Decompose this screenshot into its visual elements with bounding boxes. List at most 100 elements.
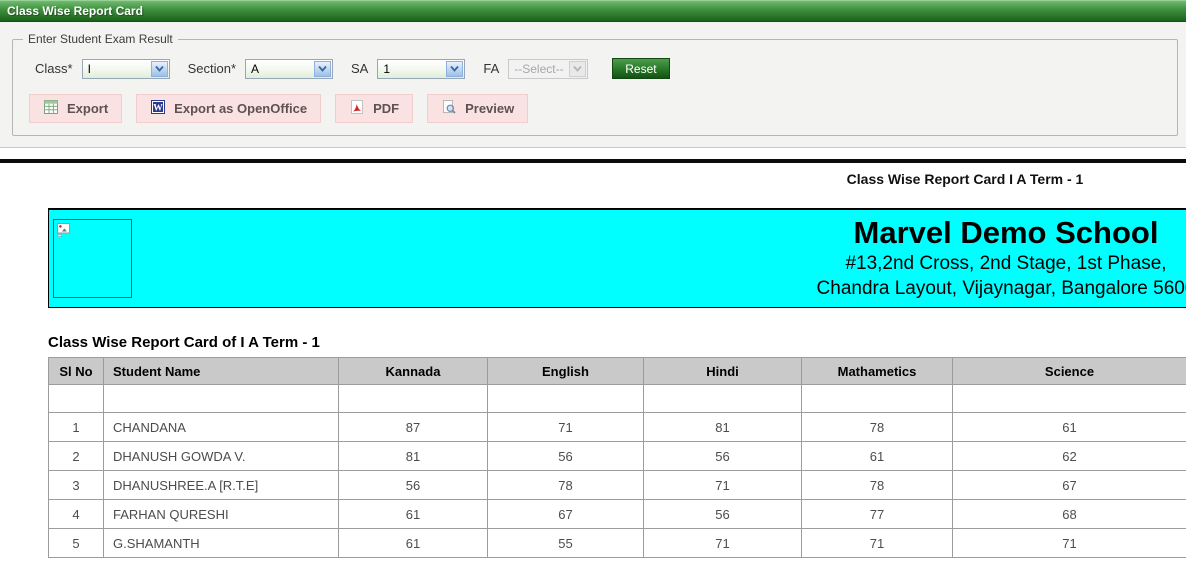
table-row: 4 FARHAN QURESHI 61 67 56 77 68 (48, 499, 1186, 529)
cell-slno: 5 (48, 528, 104, 558)
cell-mathametics: 71 (801, 528, 953, 558)
cell-english: 71 (487, 412, 644, 442)
cell-hindi: 56 (643, 441, 802, 471)
cell-student-name (103, 384, 339, 413)
column-header-kannada: Kannada (338, 357, 488, 385)
school-banner: Marvel Demo School #13,2nd Cross, 2nd St… (48, 208, 1186, 308)
cell-science: 62 (952, 441, 1186, 471)
cell-slno: 1 (48, 412, 104, 442)
column-header-slno: Sl No (48, 357, 104, 385)
cell-student-name: FARHAN QURESHI (103, 499, 339, 529)
table-row (48, 384, 1186, 413)
cell-hindi: 56 (643, 499, 802, 529)
cell-student-name: G.SHAMANTH (103, 528, 339, 558)
cell-mathametics: 78 (801, 470, 953, 500)
school-address-line1: #13,2nd Cross, 2nd Stage, 1st Phase, (845, 253, 1167, 274)
table-row: 2 DHANUSH GOWDA V. 81 56 56 61 62 (48, 441, 1186, 471)
cell-mathametics: 61 (801, 441, 953, 471)
cell-hindi: 71 (643, 470, 802, 500)
window-title-bar: Class Wise Report Card (0, 0, 1186, 22)
cell-kannada (338, 384, 488, 413)
class-select-value: I (87, 61, 91, 76)
cell-english: 56 (487, 441, 644, 471)
exam-result-form-panel: Enter Student Exam Result Class* I Secti… (0, 22, 1186, 148)
cell-student-name: DHANUSHREE.A [R.T.E] (103, 470, 339, 500)
report-table-title: Class Wise Report Card of I A Term - 1 (48, 334, 320, 351)
cell-english: 67 (487, 499, 644, 529)
sa-select[interactable]: 1 (377, 58, 466, 79)
cell-hindi (643, 384, 802, 413)
cell-english: 78 (487, 470, 644, 500)
column-header-science: Science (952, 357, 1186, 385)
table-header-row: Sl No Student Name Kannada English Hindi… (48, 357, 1186, 385)
cell-english (487, 384, 644, 413)
cell-student-name: CHANDANA (103, 412, 339, 442)
excel-icon (43, 99, 59, 118)
cell-mathametics (801, 384, 953, 413)
export-button-label: Export (67, 101, 109, 116)
export-openoffice-button-label: Export as OpenOffice (174, 101, 308, 116)
fa-select-value: --Select-- (514, 61, 564, 76)
school-header-text: Marvel Demo School #13,2nd Cross, 2nd St… (49, 215, 1186, 301)
cell-mathametics: 77 (801, 499, 953, 529)
cell-science: 61 (952, 412, 1186, 442)
chevron-down-icon (446, 60, 464, 77)
cell-slno (48, 384, 104, 413)
section-label: Section* (187, 61, 236, 76)
chevron-down-icon (569, 60, 587, 77)
column-header-student-name: Student Name (103, 357, 339, 385)
section-divider (0, 159, 1186, 163)
class-label: Class* (35, 61, 73, 76)
cell-science: 68 (952, 499, 1186, 529)
table-row: 5 G.SHAMANTH 61 55 71 71 71 (48, 528, 1186, 558)
sa-select-value: 1 (383, 61, 391, 76)
svg-text:W: W (153, 104, 163, 114)
class-select[interactable]: I (81, 58, 170, 79)
table-row: 1 CHANDANA 87 71 81 78 61 (48, 412, 1186, 442)
report-page-title: Class Wise Report Card I A Term - 1 (846, 171, 1084, 187)
fa-select: --Select-- (508, 58, 589, 79)
school-logo-placeholder (53, 219, 132, 298)
cell-mathametics: 78 (801, 412, 953, 442)
preview-icon (441, 99, 457, 118)
fa-label: FA (483, 61, 500, 76)
export-openoffice-button[interactable]: W Export as OpenOffice (136, 94, 322, 123)
chevron-down-icon (314, 60, 331, 77)
cell-kannada: 87 (338, 412, 488, 442)
pdf-icon (349, 99, 365, 118)
cell-science (952, 384, 1186, 413)
pdf-button-label: PDF (373, 101, 400, 116)
pdf-button[interactable]: PDF (335, 94, 414, 123)
report-table: Sl No Student Name Kannada English Hindi… (48, 357, 1186, 558)
cell-kannada: 81 (338, 441, 488, 471)
cell-slno: 3 (48, 470, 104, 500)
cell-kannada: 61 (338, 528, 488, 558)
cell-hindi: 81 (643, 412, 802, 442)
cell-hindi: 71 (643, 528, 802, 558)
school-address-line2: Chandra Layout, Vijaynagar, Bangalore 56… (816, 278, 1186, 299)
cell-slno: 4 (48, 499, 104, 529)
table-row: 3 DHANUSHREE.A [R.T.E] 56 78 71 78 67 (48, 470, 1186, 500)
broken-image-icon (57, 223, 70, 237)
column-header-english: English (487, 357, 644, 385)
school-name: Marvel Demo School (853, 215, 1159, 250)
cell-english: 55 (487, 528, 644, 558)
cell-science: 71 (952, 528, 1186, 558)
filter-controls-row: Class* I Section* A SA 1 F (35, 58, 1177, 79)
export-buttons-row: Export W Export as OpenOffice (29, 94, 1177, 123)
cell-kannada: 56 (338, 470, 488, 500)
word-icon: W (150, 99, 166, 118)
fieldset-legend: Enter Student Exam Result (28, 32, 173, 46)
export-button[interactable]: Export (29, 94, 123, 123)
cell-kannada: 61 (338, 499, 488, 529)
cell-student-name: DHANUSH GOWDA V. (103, 441, 339, 471)
cell-slno: 2 (48, 441, 104, 471)
cell-science: 67 (952, 470, 1186, 500)
reset-button[interactable]: Reset (612, 58, 670, 79)
sa-label: SA (351, 61, 369, 76)
section-select-value: A (251, 61, 260, 76)
chevron-down-icon (150, 60, 168, 77)
column-header-mathametics: Mathametics (801, 357, 953, 385)
preview-button[interactable]: Preview (427, 94, 529, 123)
section-select[interactable]: A (245, 58, 333, 79)
